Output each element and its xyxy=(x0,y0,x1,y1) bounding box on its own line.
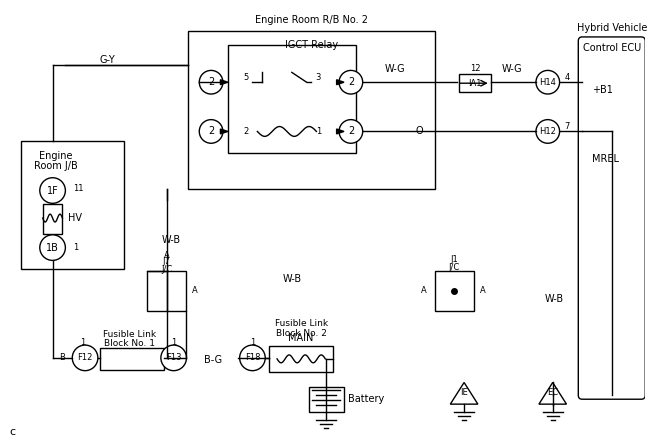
FancyBboxPatch shape xyxy=(43,204,62,234)
Polygon shape xyxy=(337,80,344,85)
Text: 3: 3 xyxy=(316,73,321,82)
Text: A: A xyxy=(421,286,426,295)
Text: 4: 4 xyxy=(564,73,570,82)
Text: J7: J7 xyxy=(163,257,171,266)
Circle shape xyxy=(339,120,363,143)
Text: 2: 2 xyxy=(208,77,215,87)
FancyBboxPatch shape xyxy=(21,141,124,269)
Text: 1F: 1F xyxy=(46,186,58,195)
Text: W-B: W-B xyxy=(545,294,564,304)
Text: HV: HV xyxy=(68,213,82,223)
Text: B-G: B-G xyxy=(204,355,222,365)
Text: Battery: Battery xyxy=(348,394,384,404)
Circle shape xyxy=(73,345,98,371)
Text: Room J/B: Room J/B xyxy=(33,161,77,171)
Text: J1: J1 xyxy=(451,255,458,264)
Text: W-G: W-G xyxy=(385,64,405,74)
Polygon shape xyxy=(539,383,566,404)
Polygon shape xyxy=(451,383,478,404)
Text: MREL: MREL xyxy=(592,154,619,164)
Text: Control ECU: Control ECU xyxy=(583,43,641,53)
Text: IGCT Relay: IGCT Relay xyxy=(285,40,338,50)
Text: 5: 5 xyxy=(243,73,248,82)
Circle shape xyxy=(239,345,266,371)
Text: 1: 1 xyxy=(316,127,321,136)
Text: 7: 7 xyxy=(564,122,570,131)
Text: W-G: W-G xyxy=(502,64,523,74)
FancyBboxPatch shape xyxy=(147,271,186,310)
Text: W-B: W-B xyxy=(283,274,301,284)
Text: 2: 2 xyxy=(208,127,215,136)
Text: c: c xyxy=(9,427,16,437)
Circle shape xyxy=(40,235,65,260)
Text: 1: 1 xyxy=(250,338,255,347)
Circle shape xyxy=(339,70,363,94)
Text: H12: H12 xyxy=(540,127,556,136)
Circle shape xyxy=(536,70,560,94)
Text: IA1: IA1 xyxy=(468,78,482,88)
Text: H14: H14 xyxy=(540,78,556,87)
Circle shape xyxy=(199,70,223,94)
Text: A: A xyxy=(192,286,198,295)
Text: A: A xyxy=(164,251,169,260)
Circle shape xyxy=(40,178,65,203)
Circle shape xyxy=(536,120,560,143)
FancyBboxPatch shape xyxy=(269,346,333,372)
Text: F12: F12 xyxy=(77,353,93,362)
Text: G-Y: G-Y xyxy=(100,54,116,65)
FancyBboxPatch shape xyxy=(459,74,490,92)
Text: Fusible Link: Fusible Link xyxy=(103,330,156,339)
Text: F13: F13 xyxy=(166,353,181,362)
Text: Block No. 1: Block No. 1 xyxy=(104,339,155,347)
Text: 1: 1 xyxy=(171,338,177,347)
Text: A: A xyxy=(480,286,486,295)
Text: 12: 12 xyxy=(470,64,480,73)
Text: F18: F18 xyxy=(245,353,260,362)
Text: Hybrid Vehicle: Hybrid Vehicle xyxy=(577,23,647,33)
FancyBboxPatch shape xyxy=(578,37,645,399)
FancyBboxPatch shape xyxy=(434,271,474,310)
Circle shape xyxy=(161,345,186,371)
Text: 1: 1 xyxy=(73,243,78,252)
Polygon shape xyxy=(220,80,228,85)
FancyBboxPatch shape xyxy=(100,348,164,370)
FancyBboxPatch shape xyxy=(188,31,434,189)
Text: B: B xyxy=(60,353,65,362)
Polygon shape xyxy=(337,129,344,134)
Text: W-B: W-B xyxy=(162,235,181,245)
Text: 1: 1 xyxy=(80,338,86,347)
Text: J/C: J/C xyxy=(161,265,173,274)
Text: +B1: +B1 xyxy=(592,85,613,95)
Text: 2: 2 xyxy=(243,127,248,136)
Text: O: O xyxy=(416,127,424,136)
Text: EC: EC xyxy=(547,388,559,397)
Text: Fusible Link: Fusible Link xyxy=(275,319,328,328)
Text: 1B: 1B xyxy=(46,243,59,252)
Circle shape xyxy=(199,120,223,143)
Text: Engine Room R/B No. 2: Engine Room R/B No. 2 xyxy=(255,15,368,25)
Text: MAIN: MAIN xyxy=(288,333,314,343)
FancyBboxPatch shape xyxy=(228,45,356,153)
Text: 2: 2 xyxy=(348,127,354,136)
FancyBboxPatch shape xyxy=(309,388,344,412)
Polygon shape xyxy=(220,129,228,134)
Text: Block No. 2: Block No. 2 xyxy=(276,329,327,338)
Text: J/C: J/C xyxy=(449,263,460,272)
Text: 2: 2 xyxy=(348,77,354,87)
Text: 11: 11 xyxy=(73,184,84,193)
Text: Engine: Engine xyxy=(39,151,73,161)
Text: IE: IE xyxy=(460,388,468,397)
